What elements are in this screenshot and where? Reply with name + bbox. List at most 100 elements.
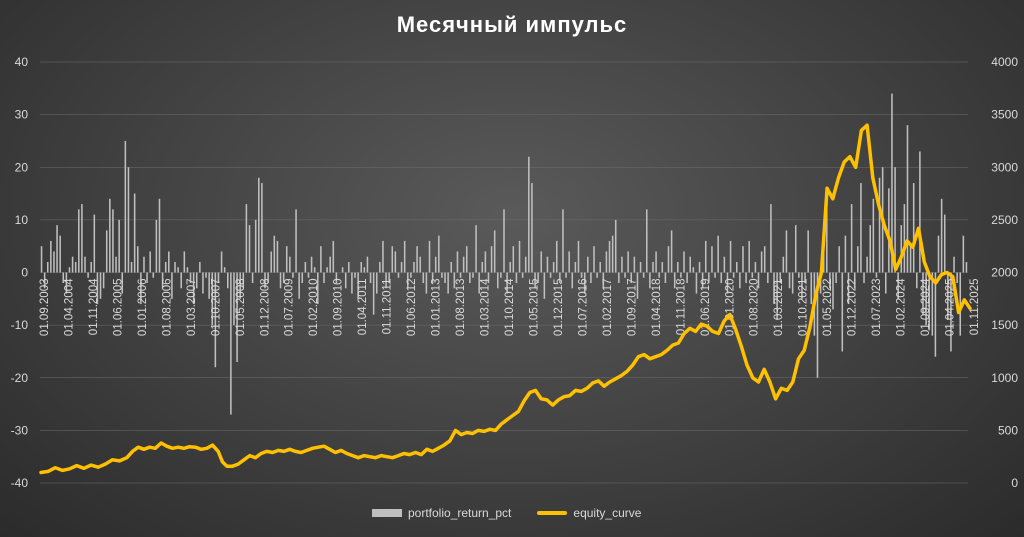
return-bar [872, 198, 875, 273]
return-bar [348, 261, 350, 273]
return-bar [192, 272, 195, 305]
x-tick-label: 01.10.2021 [798, 279, 810, 337]
return-bar [428, 240, 431, 273]
y-right-tick-label: 1000 [991, 371, 1018, 385]
return-bar [180, 272, 182, 289]
return-bar [534, 272, 536, 289]
return-bar [276, 240, 279, 273]
return-bar [950, 272, 952, 352]
return-bar [323, 272, 325, 284]
return-bar [627, 251, 629, 273]
return-bar [105, 230, 108, 273]
return-bar [43, 272, 46, 289]
return-bar [841, 272, 844, 352]
return-bar [739, 272, 741, 289]
return-bar [174, 261, 176, 273]
return-bar [487, 272, 490, 284]
return-bar [130, 261, 133, 273]
return-bar [816, 272, 819, 378]
return-bar [363, 267, 366, 273]
return-bar [407, 272, 409, 289]
return-bar [469, 272, 471, 284]
return-bar [655, 251, 657, 273]
return-bar [261, 183, 263, 273]
return-bar [832, 272, 834, 310]
return-bar [400, 261, 403, 273]
x-tick-label: 01.04.2025 [945, 279, 957, 337]
return-bar [462, 256, 465, 273]
x-tick-label: 01.11.2018 [675, 279, 687, 336]
return-bar [667, 246, 670, 273]
return-bar [956, 272, 958, 284]
equity-curve-line [39, 123, 972, 475]
return-bar [866, 256, 868, 273]
return-bar [661, 261, 664, 273]
return-bar [195, 272, 198, 289]
x-tick-label: 01.06.2019 [700, 279, 712, 337]
return-bar [639, 261, 642, 273]
return-bar [493, 230, 496, 273]
return-bar [236, 272, 238, 362]
return-bar [438, 235, 440, 273]
y-right-tick-label: 3000 [991, 160, 1018, 174]
x-tick-label: 01.12.2015 [553, 279, 565, 337]
return-bar [416, 246, 418, 273]
return-bar [161, 272, 164, 289]
return-bar [317, 272, 319, 305]
return-bar [801, 272, 803, 299]
return-bar [410, 272, 412, 278]
legend-item-equity[interactable]: equity_curve [537, 506, 641, 520]
return-bar [326, 267, 328, 273]
legend-item-returns[interactable]: portfolio_return_pct [372, 506, 511, 520]
return-bar [698, 261, 701, 273]
return-bar [819, 272, 822, 294]
return-bar [577, 240, 580, 273]
return-bar [251, 272, 254, 284]
return-bar [704, 240, 707, 273]
return-bar [835, 272, 837, 284]
return-bar [894, 167, 896, 273]
return-bar [543, 272, 546, 299]
return-bar [50, 240, 52, 273]
return-bar [658, 272, 660, 278]
x-tick-label: 01.04.2018 [651, 279, 663, 337]
return-bar [118, 219, 120, 273]
return-bar [279, 272, 282, 289]
return-bar [922, 272, 924, 315]
return-bar [863, 272, 865, 284]
return-bar [233, 272, 235, 326]
return-bar [484, 251, 487, 273]
return-bar [78, 209, 80, 273]
return-bar [888, 188, 890, 273]
return-bar [360, 261, 363, 273]
y-left-tick-label: -40 [11, 476, 29, 490]
return-bar [891, 93, 893, 273]
return-bar [208, 272, 210, 299]
return-bar [189, 272, 192, 284]
return-bar [953, 256, 955, 273]
return-bar [434, 256, 437, 273]
return-bar [357, 272, 359, 299]
return-bar [602, 272, 605, 289]
return-bar [621, 256, 623, 273]
return-bar [555, 240, 558, 273]
return-bar [919, 151, 921, 273]
return-bar [199, 261, 201, 273]
return-bar [565, 272, 567, 278]
return-bar [599, 261, 601, 273]
return-bar [754, 261, 757, 273]
return-bar [788, 272, 791, 289]
return-bar [624, 272, 626, 278]
return-bar [826, 193, 828, 273]
x-tick-label: 01.07.2023 [871, 279, 883, 337]
x-tick-label: 01.12.2022 [847, 279, 859, 337]
return-bar [537, 272, 539, 284]
return-bar [593, 246, 595, 273]
return-bar [53, 251, 55, 273]
x-tick-label: 01.03.2021 [773, 279, 785, 337]
return-bar [202, 272, 204, 294]
return-bar [211, 272, 214, 326]
return-bar [183, 251, 186, 273]
y-left-tick-label: 40 [15, 55, 29, 69]
return-bar [456, 251, 459, 273]
